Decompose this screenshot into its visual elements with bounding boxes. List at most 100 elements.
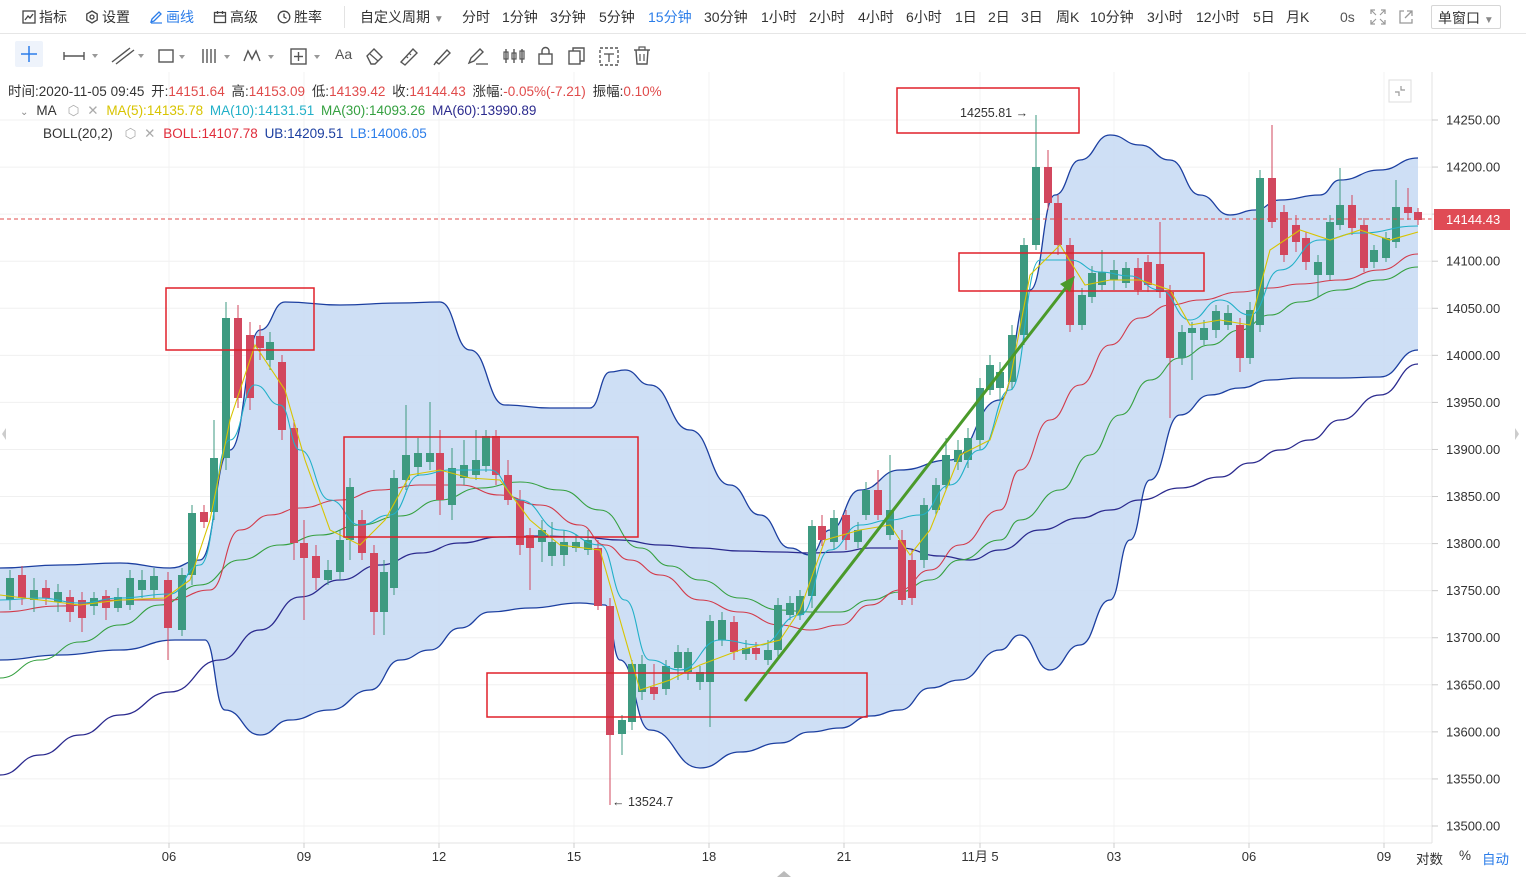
- period-option[interactable]: 15分钟: [648, 9, 692, 25]
- ma60-value: MA(60):13990.89: [432, 103, 537, 118]
- settings-button[interactable]: 设置: [85, 7, 130, 27]
- period-option[interactable]: 分时: [462, 9, 490, 25]
- period-option[interactable]: 6小时: [906, 9, 942, 25]
- candle-body: [976, 388, 984, 440]
- candle-body: [516, 500, 524, 545]
- draw-button[interactable]: 画线: [149, 7, 194, 27]
- candle-body: [618, 720, 626, 734]
- popout-icon[interactable]: [1398, 9, 1414, 25]
- drawn-trend-arrow[interactable]: [743, 284, 1070, 702]
- auto-scale-toggle[interactable]: 自动: [1482, 852, 1509, 867]
- percent-scale-toggle[interactable]: %: [1459, 848, 1472, 863]
- drawn-rectangle[interactable]: [343, 436, 639, 538]
- period-option[interactable]: 2小时: [809, 9, 845, 25]
- drawn-rectangle[interactable]: [896, 87, 1080, 134]
- brush-icon[interactable]: [432, 46, 454, 66]
- template-icon[interactable]: [598, 46, 622, 68]
- period-option[interactable]: 2日: [988, 9, 1010, 25]
- fullscreen-icon[interactable]: [1370, 9, 1386, 25]
- period-option[interactable]: 1小时: [761, 9, 797, 25]
- price-axis[interactable]: 14250.0014200.0014150.0014100.0014050.00…: [1432, 113, 1500, 834]
- expand-right-icon[interactable]: [1515, 428, 1519, 440]
- candle-body: [1188, 328, 1196, 333]
- period-option[interactable]: 月K: [1286, 9, 1310, 25]
- user-drawings: [165, 87, 1205, 718]
- candlestick-chart[interactable]: 14255.81 → ← 13524.7 14250.00 14200.00 141…: [0, 72, 1526, 883]
- price-tick-label: 14250.00: [1446, 113, 1500, 128]
- period-option[interactable]: 4小时: [858, 9, 894, 25]
- lock-icon[interactable]: [536, 46, 556, 66]
- period-option[interactable]: 3小时: [1147, 9, 1183, 25]
- period-option[interactable]: 3分钟: [550, 9, 586, 25]
- parallel-channel-tool[interactable]: [200, 47, 236, 65]
- candle-body: [584, 540, 592, 550]
- period-option[interactable]: 5分钟: [599, 9, 635, 25]
- text-tool[interactable]: Aa: [335, 46, 353, 62]
- eraser-icon[interactable]: [364, 46, 386, 66]
- candle-body: [808, 526, 816, 596]
- log-scale-toggle[interactable]: 对数: [1416, 852, 1443, 867]
- period-option[interactable]: 30分钟: [704, 9, 748, 25]
- price-tick-label: 13900.00: [1446, 442, 1500, 457]
- candle-body: [908, 560, 916, 598]
- time-axis[interactable]: 06 09 12 15 18 21 11月 5 03 06 09: [162, 843, 1391, 864]
- period-option[interactable]: 1日: [955, 9, 977, 25]
- period-option[interactable]: 5日: [1253, 9, 1275, 25]
- calendar-icon: [213, 11, 227, 24]
- period-option[interactable]: 3日: [1021, 9, 1043, 25]
- candle-body: [1110, 270, 1118, 280]
- wave-tool[interactable]: [242, 47, 278, 65]
- copy-icon[interactable]: [566, 46, 588, 66]
- candle-body: [1348, 205, 1356, 228]
- trash-icon[interactable]: [632, 46, 654, 66]
- candle-body: [572, 542, 580, 548]
- drawn-rectangle[interactable]: [165, 287, 315, 351]
- candle-body: [266, 342, 274, 360]
- expand-left-icon[interactable]: [2, 428, 6, 440]
- candle-body: [30, 590, 38, 600]
- boll-lower-value: LB:14006.05: [350, 126, 427, 141]
- chart-settings-icon[interactable]: [1388, 79, 1412, 103]
- period-option[interactable]: 周K: [1056, 9, 1080, 25]
- period-option[interactable]: 10分钟: [1090, 9, 1134, 25]
- candle-body: [66, 597, 74, 612]
- drawn-rectangle[interactable]: [958, 252, 1205, 292]
- candle-body: [1156, 264, 1164, 292]
- candle-body: [6, 578, 14, 600]
- rectangle-tool[interactable]: [157, 47, 191, 65]
- collapse-icon[interactable]: ⌄: [20, 107, 29, 118]
- candle-body: [628, 664, 636, 722]
- candle-body: [426, 453, 434, 462]
- crosshair-tool[interactable]: [15, 41, 43, 67]
- indicator-button[interactable]: 指标: [22, 7, 67, 27]
- measure-tool[interactable]: [288, 46, 328, 66]
- ruler-icon[interactable]: [398, 46, 420, 66]
- candle-body: [164, 580, 172, 628]
- close-icon[interactable]: ✕: [87, 103, 99, 118]
- candle-body: [1178, 332, 1186, 358]
- custom-period-dropdown[interactable]: 自定义周期 ▼: [360, 7, 444, 27]
- trend-line-tool[interactable]: [110, 46, 150, 66]
- scroll-handle-icon[interactable]: [777, 871, 791, 877]
- winrate-button[interactable]: 胜率: [277, 7, 322, 27]
- candle-body: [150, 576, 158, 590]
- settings-icon[interactable]: ⬡: [67, 103, 80, 118]
- drawn-rectangle[interactable]: [486, 672, 868, 718]
- change-value: -0.05%(-7.21): [503, 84, 586, 99]
- candle-body: [300, 543, 308, 558]
- period-option[interactable]: 12小时: [1196, 9, 1240, 25]
- bars-pattern-icon[interactable]: [502, 46, 528, 66]
- candle-body: [548, 542, 556, 556]
- horizontal-line-tool[interactable]: [62, 48, 102, 64]
- close-icon[interactable]: ✕: [144, 126, 156, 141]
- settings-icon[interactable]: ⬡: [124, 126, 137, 141]
- pen-tool-icon[interactable]: [466, 46, 492, 66]
- candle-body: [1256, 178, 1264, 325]
- window-mode-select[interactable]: 单窗口 ▼: [1431, 5, 1501, 29]
- ma30-value: MA(30):14093.26: [320, 103, 426, 118]
- advanced-button[interactable]: 高级: [213, 7, 258, 27]
- period-option[interactable]: 1分钟: [502, 9, 538, 25]
- price-tick-label: 13650.00: [1446, 677, 1500, 692]
- candle-body: [402, 455, 410, 480]
- boll-legend: BOLL(20,2) ⬡ ✕ BOLL:14107.78 UB:14209.51…: [43, 126, 427, 142]
